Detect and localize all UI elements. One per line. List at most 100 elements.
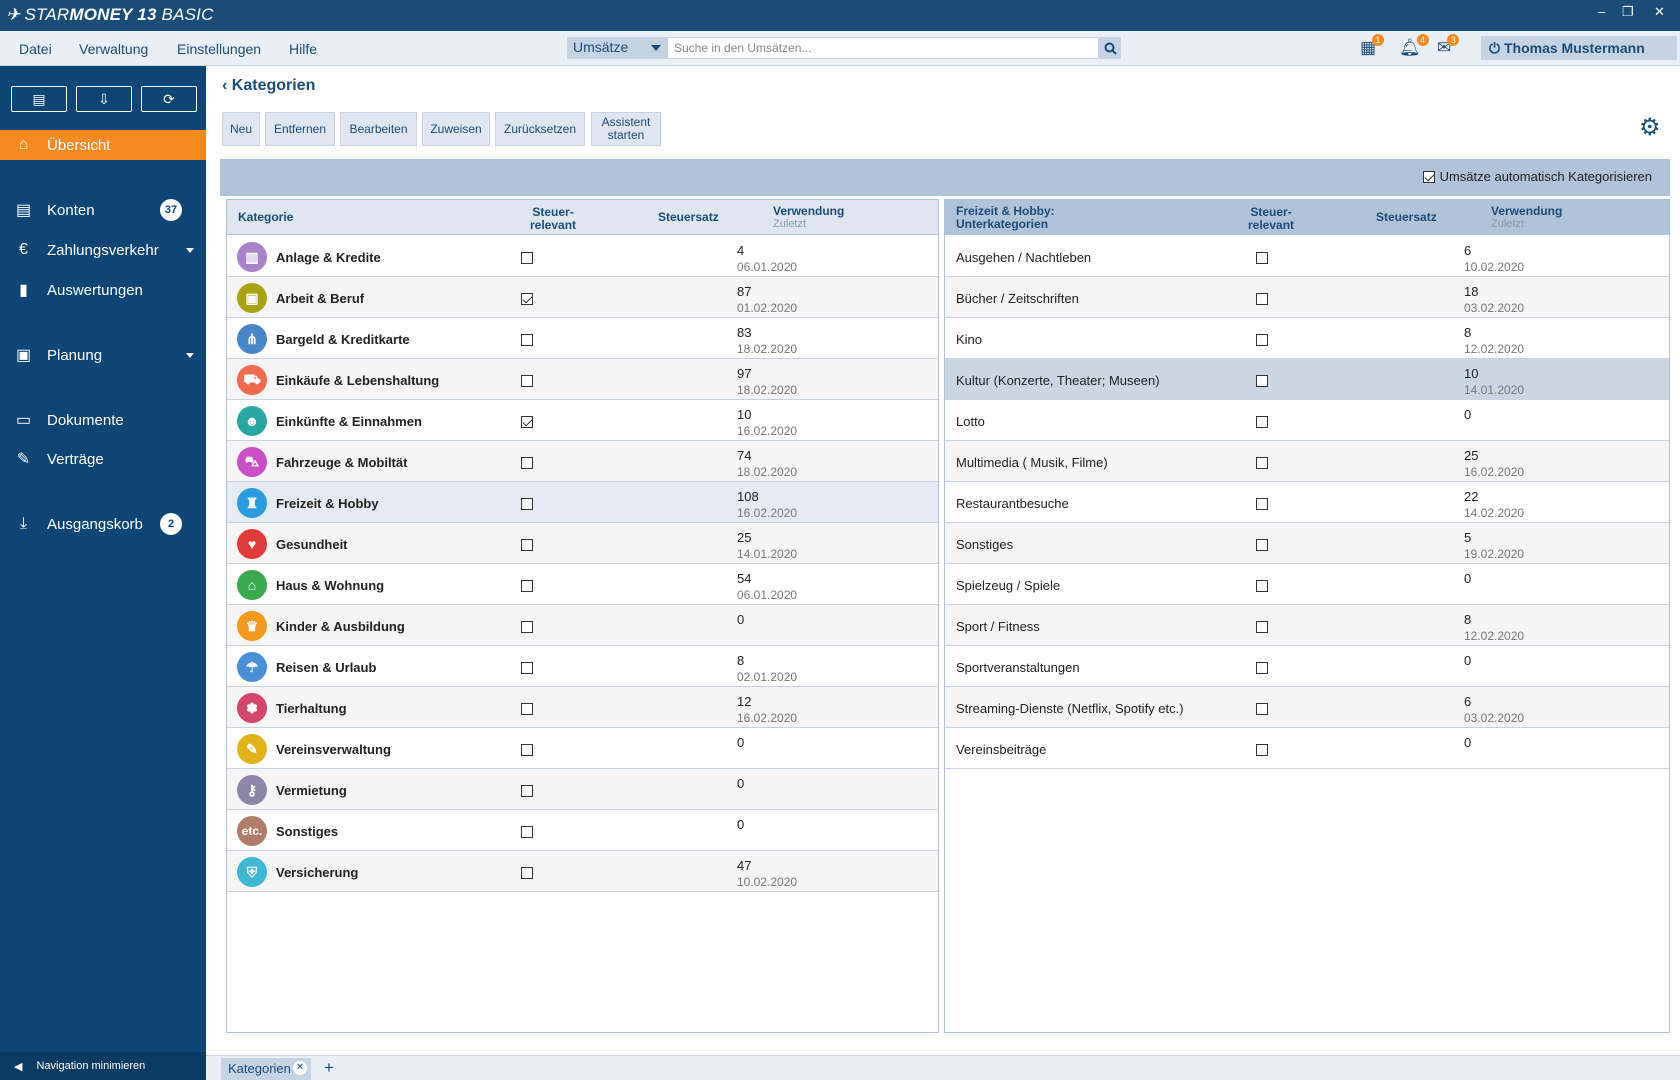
header-kategorie[interactable]: Kategorie — [238, 210, 294, 224]
subcategory-row[interactable]: Ausgehen / Nachtleben 6 10.02.2020 — [945, 236, 1669, 277]
category-row[interactable]: ☻ Einkünfte & Einnahmen 10 16.02.2020 — [227, 400, 938, 441]
auto-categorize-checkbox[interactable]: Umsätze automatisch Kategorisieren — [1422, 169, 1652, 184]
category-row[interactable]: ▣ Arbeit & Beruf 87 01.02.2020 — [227, 277, 938, 318]
tax-relevant-checkbox[interactable] — [521, 867, 533, 879]
sidebar-transfer-button[interactable]: ⇩ — [76, 86, 132, 112]
user-menu[interactable]: ⏻ Thomas Mustermann — [1481, 36, 1677, 60]
category-row[interactable]: ⛍ Fahrzeuge & Mobiltät 74 18.02.2020 — [227, 441, 938, 482]
tax-relevant-checkbox[interactable] — [1256, 375, 1268, 387]
tax-relevant-checkbox[interactable] — [521, 621, 533, 633]
tax-relevant-checkbox[interactable] — [521, 457, 533, 469]
tax-relevant-checkbox[interactable] — [521, 293, 533, 305]
menu-einstellungen[interactable]: Einstellungen — [177, 41, 262, 57]
category-row[interactable]: etc. Sonstiges 0 — [227, 810, 938, 851]
tax-relevant-checkbox[interactable] — [1256, 416, 1268, 428]
category-row[interactable]: ⛨ Versicherung 47 10.02.2020 — [227, 851, 938, 892]
search-scope-select[interactable]: Umsätze — [567, 37, 667, 59]
messages-button[interactable]: ✉ 3 — [1437, 34, 1460, 58]
subcategory-row[interactable]: Kultur (Konzerte, Theater; Museen) 10 14.0… — [945, 359, 1669, 400]
header-verwendung[interactable]: Verwendung Zuletzt — [1491, 204, 1563, 231]
sidebar-item-dokumente[interactable]: ▭ Dokumente — [0, 405, 206, 435]
tax-relevant-checkbox[interactable] — [1256, 334, 1268, 346]
subcategory-row[interactable]: Vereinsbeiträge 0 — [945, 728, 1669, 769]
subcategory-row[interactable]: Streaming-Dienste (Netflix, Spotify etc.… — [945, 687, 1669, 728]
sidebar-item-planung[interactable]: ▣ Planung — [0, 340, 206, 370]
category-row[interactable]: ☂ Reisen & Urlaub 8 02.01.2020 — [227, 646, 938, 687]
menu-datei[interactable]: Datei — [19, 41, 52, 57]
subcategory-row[interactable]: Sonstiges 5 19.02.2020 — [945, 523, 1669, 564]
tax-relevant-checkbox[interactable] — [1256, 662, 1268, 674]
tax-relevant-checkbox[interactable] — [521, 252, 533, 264]
remove-button[interactable]: Entfernen — [265, 112, 335, 146]
header-subcategory-title[interactable]: Freizeit & Hobby: Unterkategorien — [956, 204, 1055, 231]
tax-relevant-checkbox[interactable] — [1256, 621, 1268, 633]
reset-button[interactable]: Zurücksetzen — [495, 112, 585, 146]
subcategory-row[interactable]: Lotto 0 — [945, 400, 1669, 441]
sidebar-accounts-button[interactable]: ▤ — [11, 86, 67, 112]
notifications-button[interactable]: 🔔︎ 4 — [1399, 34, 1429, 58]
tax-relevant-checkbox[interactable] — [1256, 293, 1268, 305]
settings-gear-icon[interactable]: ⚙ — [1639, 114, 1661, 141]
category-row[interactable]: ⌂ Haus & Wohnung 54 06.01.2020 — [227, 564, 938, 605]
minimize-window-button[interactable]: – — [1598, 4, 1606, 19]
category-row[interactable]: ♥ Gesundheit 25 14.01.2020 — [227, 523, 938, 564]
calendar-button[interactable]: ▦ 1 — [1360, 34, 1385, 58]
header-steuersatz[interactable]: Steuersatz — [658, 210, 719, 224]
add-tab-button[interactable]: + — [324, 1058, 334, 1077]
sidebar-refresh-button[interactable]: ⟳ — [141, 86, 197, 112]
tax-relevant-checkbox[interactable] — [521, 498, 533, 510]
sidebar-item-ausgangskorb[interactable]: ⤓ Ausgangskorb 2 — [0, 509, 206, 539]
tax-relevant-checkbox[interactable] — [521, 703, 533, 715]
category-row[interactable]: ♜ Freizeit & Hobby 108 16.02.2020 — [227, 482, 938, 523]
sidebar-item-uebersicht[interactable]: ⌂ Übersicht — [0, 130, 206, 160]
page-title[interactable]: ‹ Kategorien — [222, 77, 316, 94]
subcategory-row[interactable]: Spielzeug / Spiele 0 — [945, 564, 1669, 605]
search-input[interactable]: Suche in den Umsätzen... — [667, 37, 1099, 59]
tax-relevant-checkbox[interactable] — [521, 662, 533, 674]
header-steuersatz[interactable]: Steuersatz — [1376, 210, 1437, 224]
menu-hilfe[interactable]: Hilfe — [289, 41, 318, 57]
subcategory-row[interactable]: Sportveranstaltungen 0 — [945, 646, 1669, 687]
sidebar-item-auswertungen[interactable]: ▮ Auswertungen — [0, 275, 206, 305]
category-row[interactable]: ⚷ Vermietung 0 — [227, 769, 938, 810]
close-window-button[interactable]: ✕ — [1654, 4, 1665, 19]
sidebar-item-vertraege[interactable]: ✎ Verträge — [0, 444, 206, 474]
search-button[interactable] — [1099, 37, 1121, 59]
assistant-button[interactable]: Assistent starten — [591, 112, 661, 146]
subcategory-row[interactable]: Multimedia ( Musik, Filme) 25 16.02.2020 — [945, 441, 1669, 482]
subcategory-row[interactable]: Kino 8 12.02.2020 — [945, 318, 1669, 359]
sidebar-item-konten[interactable]: ▤ Konten 37 — [0, 195, 206, 225]
tax-relevant-checkbox[interactable] — [521, 785, 533, 797]
header-steuerrelevant[interactable]: Steuer-relevant — [1248, 205, 1295, 232]
category-row[interactable]: ▥ Anlage & Kredite 4 06.01.2020 — [227, 236, 938, 277]
tax-relevant-checkbox[interactable] — [1256, 703, 1268, 715]
tax-relevant-checkbox[interactable] — [1256, 539, 1268, 551]
category-row[interactable]: ⋔ Bargeld & Kreditkarte 83 18.02.2020 — [227, 318, 938, 359]
category-row[interactable]: ✎ Vereinsverwaltung 0 — [227, 728, 938, 769]
tax-relevant-checkbox[interactable] — [521, 826, 533, 838]
tax-relevant-checkbox[interactable] — [1256, 498, 1268, 510]
sidebar-item-zahlungsverkehr[interactable]: € Zahlungsverkehr — [0, 235, 206, 265]
subcategory-row[interactable]: Bücher / Zeitschriften 18 03.02.2020 — [945, 277, 1669, 318]
category-row[interactable]: ♛ Kinder & Ausbildung 0 — [227, 605, 938, 646]
category-row[interactable]: ⛟ Einkäufe & Lebenshaltung 97 18.02.2020 — [227, 359, 938, 400]
tax-relevant-checkbox[interactable] — [1256, 252, 1268, 264]
tax-relevant-checkbox[interactable] — [521, 375, 533, 387]
tax-relevant-checkbox[interactable] — [521, 334, 533, 346]
tax-relevant-checkbox[interactable] — [521, 416, 533, 428]
tax-relevant-checkbox[interactable] — [521, 744, 533, 756]
edit-button[interactable]: Bearbeiten — [340, 112, 417, 146]
restore-window-button[interactable]: ❐ — [1622, 4, 1634, 19]
close-tab-icon[interactable]: ✕ — [293, 1061, 307, 1075]
tax-relevant-checkbox[interactable] — [521, 539, 533, 551]
new-button[interactable]: Neu — [222, 112, 260, 146]
tax-relevant-checkbox[interactable] — [1256, 744, 1268, 756]
subcategory-row[interactable]: Sport / Fitness 8 12.02.2020 — [945, 605, 1669, 646]
assign-button[interactable]: Zuweisen — [422, 112, 490, 146]
subcategory-row[interactable]: Restaurantbesuche 22 14.02.2020 — [945, 482, 1669, 523]
tax-relevant-checkbox[interactable] — [1256, 580, 1268, 592]
category-row[interactable]: ✽ Tierhaltung 12 16.02.2020 — [227, 687, 938, 728]
tax-relevant-checkbox[interactable] — [521, 580, 533, 592]
navigation-minimize-button[interactable]: ◀ Navigation minimieren — [0, 1052, 206, 1080]
tax-relevant-checkbox[interactable] — [1256, 457, 1268, 469]
